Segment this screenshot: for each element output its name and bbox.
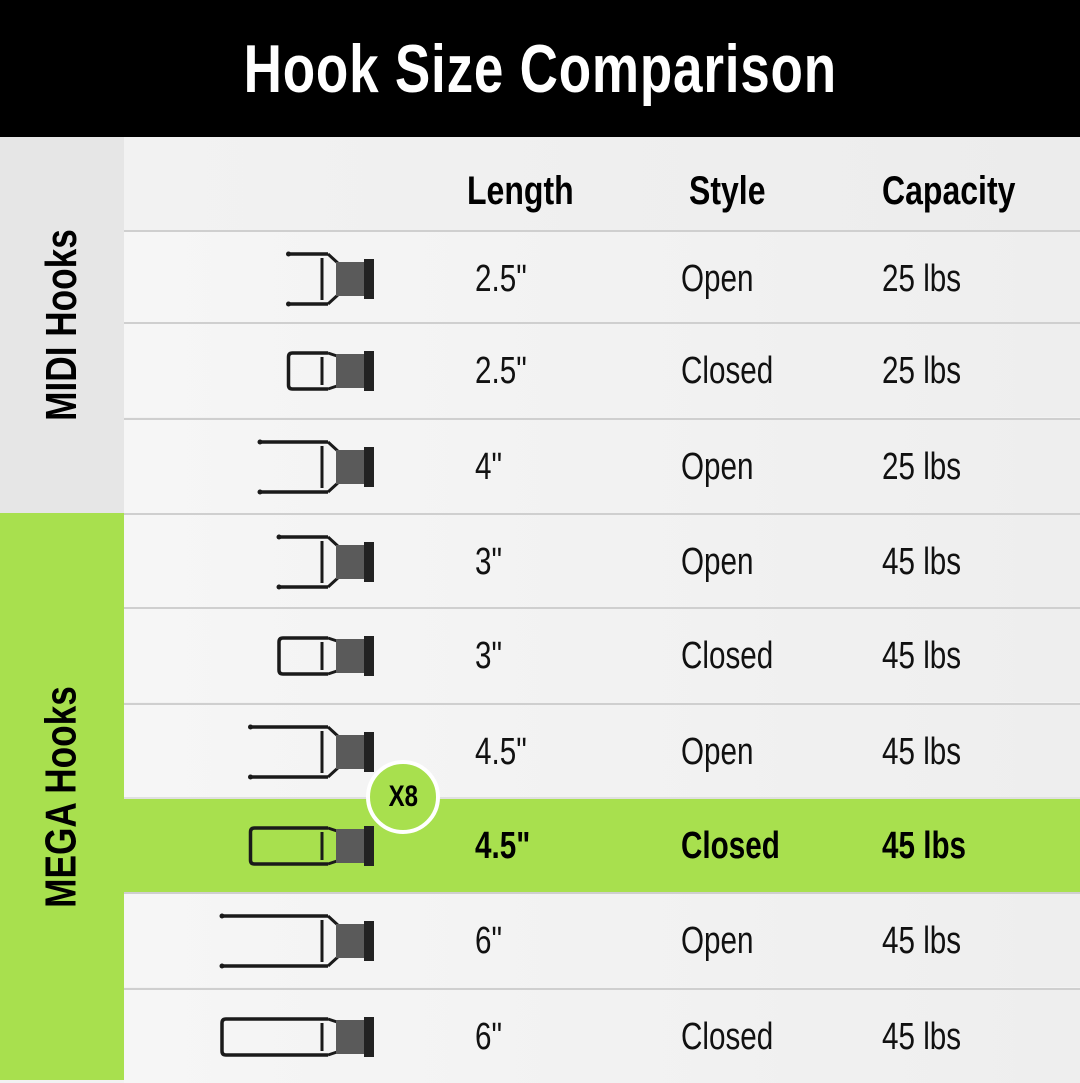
hook-image [164,621,394,696]
cell-length: 4.5" [475,731,527,773]
cell-style: Closed [681,350,774,392]
cell-capacity: 25 lbs [882,350,962,392]
hook-image [164,811,394,886]
mega-hooks-group-label: MEGA Hooks [0,513,124,1080]
hook-image [276,534,374,590]
table-row: 4.5" Open 45 lbs [124,703,1080,798]
cell-capacity: 45 lbs [882,825,967,867]
table-row: 3" Closed 45 lbs [124,607,1080,702]
hook-image [219,913,374,969]
hook-image [286,351,374,391]
hook-image [164,336,394,411]
hook-image [248,826,374,866]
title-bar: Hook Size Comparison [0,0,1080,137]
cell-length: 2.5" [475,350,527,392]
hook-image [164,1002,394,1077]
x8-badge: X8 [366,760,440,834]
hook-image [164,244,394,319]
cell-capacity: 25 lbs [882,258,962,300]
hook-image [248,724,374,780]
hook-image [164,717,394,792]
hook-image [164,527,394,602]
hook-image [164,906,394,981]
cell-style: Open [681,731,754,773]
cell-length: 6" [475,1016,503,1058]
cell-style: Closed [681,825,780,867]
hook-image [277,636,374,676]
hook-image [220,1017,374,1057]
cell-style: Open [681,258,754,300]
cell-length: 3" [475,541,503,583]
header-style: Style [689,169,766,213]
cell-capacity: 25 lbs [882,446,962,488]
cell-capacity: 45 lbs [882,635,962,677]
table-row: 4" Open 25 lbs [124,418,1080,513]
table-row: 6" Closed 45 lbs [124,988,1080,1083]
hook-image [257,439,374,495]
mega-label: MEGA Hooks [37,685,86,908]
cell-capacity: 45 lbs [882,1016,962,1058]
cell-style: Open [681,920,754,962]
comparison-table: Length Style Capacity 2.5" Open 25 lbs 2… [124,137,1080,1083]
cell-capacity: 45 lbs [882,541,962,583]
table-row: 4.5" Closed 45 lbs [124,797,1080,892]
cell-style: Open [681,446,754,488]
cell-style: Open [681,541,754,583]
cell-length: 2.5" [475,258,527,300]
table-header: Length Style Capacity [124,137,1080,230]
table-row: 2.5" Closed 25 lbs [124,322,1080,417]
cell-length: 6" [475,920,503,962]
cell-style: Closed [681,635,774,677]
cell-length: 4" [475,446,503,488]
cell-style: Closed [681,1016,774,1058]
hook-image [286,251,374,307]
cell-capacity: 45 lbs [882,920,962,962]
header-capacity: Capacity [882,169,1016,213]
table-row: 2.5" Open 25 lbs [124,230,1080,325]
badge-text: X8 [388,780,418,813]
table-row: 3" Open 45 lbs [124,513,1080,608]
hook-image [164,432,394,507]
cell-length: 3" [475,635,503,677]
midi-label: MIDI Hooks [37,229,87,421]
midi-hooks-group-label: MIDI Hooks [0,137,124,513]
header-length: Length [467,169,574,213]
page-title: Hook Size Comparison [243,30,837,107]
cell-capacity: 45 lbs [882,731,962,773]
cell-length: 4.5" [475,825,531,867]
table-row: 6" Open 45 lbs [124,892,1080,987]
